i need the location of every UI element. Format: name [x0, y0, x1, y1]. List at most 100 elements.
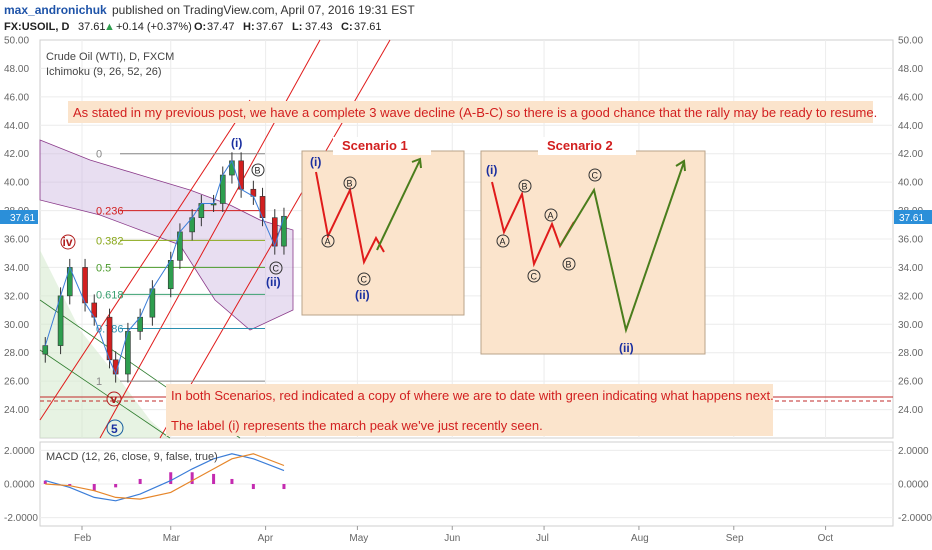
- macd-label: MACD (12, 26, close, 9, false, true): [46, 451, 218, 463]
- up-arrow-icon: ▲: [104, 21, 115, 33]
- annotation-box-top: [68, 101, 873, 123]
- macd-hist-bar-7: [212, 473, 216, 484]
- s2-label-a1: A: [500, 237, 506, 247]
- macd-hist-bar-1: [68, 484, 72, 486]
- y-tick-right-10: 44.00: [898, 121, 923, 132]
- wave-label-iv: iv: [63, 235, 73, 249]
- channel-down-2: [39, 349, 171, 439]
- s1-circle-b: [343, 176, 357, 190]
- annotation-box-bottom: [166, 384, 773, 436]
- scenario-2-box: Scenario 2 (i) A B C A B C (ii): [480, 137, 706, 355]
- macd-y-axis-right: 2.0000 0.0000 -2.0000: [898, 446, 932, 524]
- x-tick-1: Mar: [163, 533, 181, 544]
- ohlc-key-3: C:: [341, 21, 353, 33]
- macd-hist-bar-9: [251, 484, 255, 490]
- macd-tick-left-2: -2.0000: [4, 513, 38, 524]
- ichimoku-cloud: [39, 139, 294, 438]
- author-link[interactable]: max_andronichuk: [4, 3, 107, 17]
- last-price-badge-left: [0, 210, 38, 224]
- y-tick-left-6: 36.00: [4, 235, 29, 246]
- ohlc-value-1: 37.67: [256, 21, 284, 33]
- scenario-2-arrow-icon: [675, 159, 686, 172]
- scenario-1-title-bg: [333, 137, 431, 155]
- x-axis: Feb Mar Apr May Jun Jul Aug Sep Oct: [74, 526, 833, 544]
- macd-hist-bar-3: [114, 484, 118, 488]
- y-tick-right-1: 26.00: [898, 377, 923, 388]
- y-tick-left-8: 40.00: [4, 178, 29, 189]
- scenario-1-red-path: [315, 171, 385, 266]
- ohlc-value-3: 37.61: [354, 21, 382, 33]
- macd-grid: [40, 449, 893, 519]
- s2-circle-b1: [518, 179, 532, 193]
- s2-label-ii: (ii): [619, 341, 634, 355]
- y-tick-left-0: 24.00: [4, 405, 29, 416]
- macd-hist-bar-8: [230, 478, 234, 484]
- wave-circle-b: [251, 163, 265, 177]
- s1-circle-a: [321, 234, 335, 248]
- macd-hist-bar-5: [169, 472, 173, 484]
- scenario-1-green-path: [376, 159, 421, 251]
- candle-body-0: [42, 345, 49, 355]
- y-tick-right-6: 36.00: [898, 235, 923, 246]
- annotation-top: As stated in my previous post, we have a…: [73, 105, 877, 120]
- y-tick-right-3: 30.00: [898, 320, 923, 331]
- y-tick-right-2: 28.00: [898, 348, 923, 359]
- y-tick-right-5: 34.00: [898, 263, 923, 274]
- s2-circle-c2: [588, 168, 602, 182]
- wave-circle-c: [269, 261, 283, 275]
- s1-label-ii: (ii): [355, 288, 370, 302]
- s2-circle-c1: [527, 269, 541, 283]
- ohlc-key-1: H:: [243, 21, 255, 33]
- x-tick-8: Oct: [818, 533, 834, 544]
- y-tick-left-4: 32.00: [4, 291, 29, 302]
- y-tick-left-3: 30.00: [4, 320, 29, 331]
- macd-tick-left-1: 0.0000: [4, 480, 35, 491]
- macd-tick-right-2: -2.0000: [898, 513, 932, 524]
- last-price-badge-right-text: 37.61: [899, 213, 924, 224]
- x-tick-4: Jun: [444, 533, 460, 544]
- macd-tick-right-0: 2.0000: [898, 446, 929, 457]
- cloud-band: [39, 139, 294, 331]
- y-axis-right: 24.0026.0028.0030.0032.0034.0036.0038.00…: [898, 36, 923, 417]
- change-value: +0.14 (+0.37%): [116, 21, 192, 33]
- wave-label-ii: (ii): [266, 275, 281, 289]
- fib-label-1: 0.236: [96, 206, 124, 218]
- macd-tick-right-1: 0.0000: [898, 480, 929, 491]
- y-tick-right-8: 40.00: [898, 178, 923, 189]
- scenario-1-arrow-icon: [411, 157, 422, 169]
- s2-circle-a1: [496, 234, 510, 248]
- symbol-label: FX:USOIL, D: [4, 21, 69, 33]
- y-tick-left-10: 44.00: [4, 121, 29, 132]
- wave-circle-iv: [60, 234, 76, 250]
- s2-label-c1: C: [531, 272, 538, 282]
- wave-label-b: B: [255, 166, 261, 176]
- scenario-2-title: Scenario 2: [547, 138, 613, 153]
- ohlc-value-0: 37.47: [207, 21, 235, 33]
- s1-label-b: B: [347, 179, 353, 189]
- y-tick-left-1: 26.00: [4, 377, 29, 388]
- wave-label-v: v: [111, 392, 118, 406]
- macd-hist-bar-0: [43, 480, 47, 484]
- fib-label-6: 1: [96, 376, 102, 388]
- y-tick-left-2: 28.00: [4, 348, 29, 359]
- macd-series-0: [45, 453, 285, 502]
- x-tick-3: May: [349, 533, 368, 544]
- scenario-1-box: Scenario 1 (i) A B C (ii): [301, 137, 465, 316]
- x-tick-7: Sep: [726, 533, 744, 544]
- candle-body-5: [106, 316, 113, 361]
- scenario-1-frame: [301, 150, 465, 316]
- wave-circle-v: [106, 391, 122, 407]
- y-tick-left-5: 34.00: [4, 263, 29, 274]
- macd-series-1: [45, 453, 285, 500]
- fib-label-3: 0.5: [96, 262, 111, 274]
- y-tick-right-0: 24.00: [898, 405, 923, 416]
- ohlc-key-2: L:: [292, 21, 302, 33]
- scenario-2-green-path: [559, 161, 685, 334]
- s2-circle-a2: [544, 208, 558, 222]
- macd-y-axis-left: 2.0000 0.0000 -2.0000: [4, 446, 38, 524]
- last-price-badge-left-text: 37.61: [10, 213, 35, 224]
